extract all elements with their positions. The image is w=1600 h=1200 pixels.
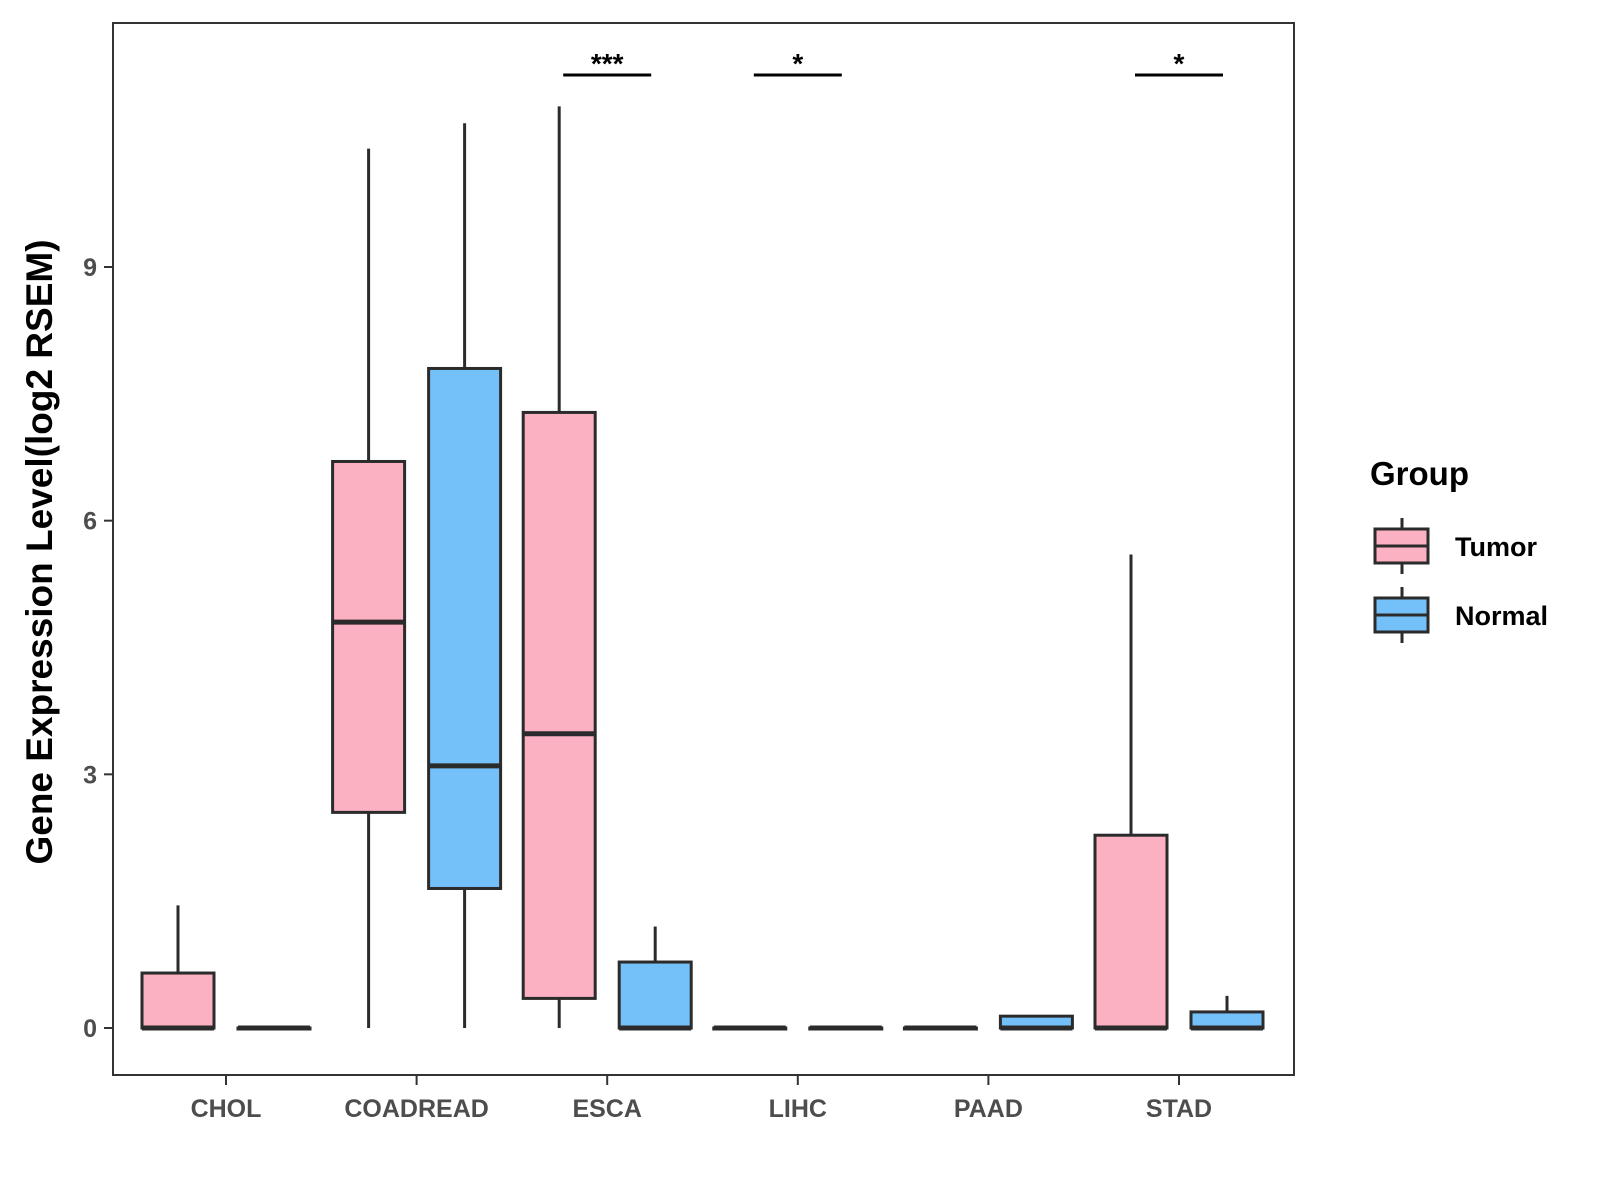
legend: Group Tumor Normal — [1370, 455, 1548, 643]
x-tick-label: COADREAD — [344, 1095, 488, 1123]
y-axis-title: Gene Expression Level(log2 RSEM) — [19, 239, 60, 864]
x-tick-label: CHOL — [191, 1095, 262, 1123]
box-tumor-coadread — [331, 148, 407, 1028]
box-normal-esca — [617, 926, 693, 1031]
box-normal-paad — [998, 1014, 1074, 1031]
significance-esca: *** — [563, 48, 652, 79]
box-tumor-stad — [1093, 554, 1169, 1031]
box-normal-chol — [236, 1025, 312, 1031]
box-tumor-paad — [902, 1025, 978, 1031]
box-body — [521, 410, 597, 1000]
box-normal-stad — [1189, 995, 1265, 1031]
x-tick-label: LIHC — [769, 1095, 827, 1123]
significance-label: * — [792, 48, 803, 79]
legend-key-normal — [1373, 587, 1430, 643]
significance-lihc: * — [753, 48, 842, 79]
box-tumor-esca — [521, 106, 597, 1028]
box-normal-lihc — [808, 1025, 884, 1031]
y-tick-label: 9 — [83, 254, 97, 282]
y-tick-label: 6 — [83, 508, 97, 536]
x-tick-label: PAAD — [954, 1095, 1023, 1123]
significance-label: *** — [591, 48, 624, 79]
y-tick-label: 3 — [83, 761, 97, 789]
legend-title: Group — [1370, 455, 1469, 492]
significance-label: * — [1174, 48, 1185, 79]
box-body — [331, 459, 407, 814]
significance-stad: * — [1135, 48, 1223, 79]
x-tick-label: STAD — [1146, 1095, 1212, 1123]
box-body — [1093, 833, 1169, 1030]
legend-label-normal: Normal — [1455, 601, 1548, 631]
legend-label-tumor: Tumor — [1455, 532, 1537, 562]
y-tick-label: 0 — [83, 1015, 97, 1043]
box-body — [140, 971, 216, 1030]
panel-border — [112, 22, 1295, 1076]
box-tumor-lihc — [712, 1025, 788, 1031]
box-normal-coadread — [427, 123, 503, 1028]
box-tumor-chol — [140, 905, 216, 1031]
legend-key-tumor — [1373, 518, 1430, 574]
box-body — [617, 960, 693, 1030]
x-tick-label: ESCA — [572, 1095, 641, 1123]
box-body — [427, 366, 503, 890]
